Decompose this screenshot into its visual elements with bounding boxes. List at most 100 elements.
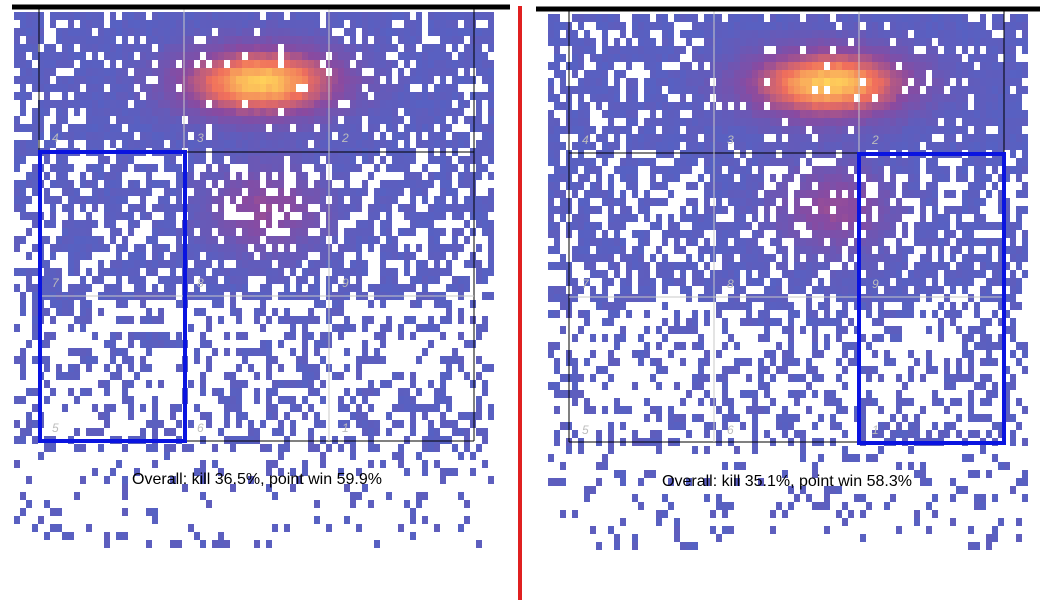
density-cell	[920, 222, 926, 230]
density-cell	[152, 180, 158, 188]
density-cell	[230, 52, 236, 60]
density-cell	[572, 126, 578, 134]
density-cell	[818, 46, 824, 54]
density-cell	[896, 102, 902, 110]
density-cell	[1016, 62, 1022, 70]
density-cell	[890, 230, 896, 238]
density-cell	[212, 60, 218, 68]
density-cell	[866, 102, 872, 110]
density-cell	[314, 340, 320, 348]
density-cell	[950, 22, 956, 30]
density-cell	[800, 174, 806, 182]
density-cell	[488, 220, 494, 228]
density-cell	[368, 108, 374, 116]
density-cell	[812, 166, 818, 174]
density-cell	[584, 190, 590, 198]
density-cell	[950, 110, 956, 118]
density-cell	[698, 102, 704, 110]
density-cell	[362, 156, 368, 164]
density-cell	[662, 270, 668, 278]
density-cell	[38, 516, 44, 524]
density-cell	[458, 332, 464, 340]
density-cell	[80, 388, 86, 396]
density-cell	[356, 92, 362, 100]
density-cell	[1022, 142, 1028, 150]
density-cell	[56, 364, 62, 372]
density-cell	[824, 70, 830, 78]
density-cell	[890, 86, 896, 94]
density-cell	[218, 12, 224, 20]
density-cell	[356, 76, 362, 84]
density-cell	[308, 132, 314, 140]
density-cell	[584, 110, 590, 118]
density-cell	[68, 164, 74, 172]
density-cell	[98, 308, 104, 316]
density-cell	[308, 332, 314, 340]
density-cell	[956, 22, 962, 30]
density-cell	[296, 316, 302, 324]
density-cell	[572, 166, 578, 174]
density-cell	[998, 238, 1004, 246]
density-cell	[758, 70, 764, 78]
density-cell	[908, 38, 914, 46]
density-cell	[872, 238, 878, 246]
density-cell	[794, 214, 800, 222]
density-cell	[350, 68, 356, 76]
density-cell	[410, 212, 416, 220]
density-cell	[362, 348, 368, 356]
density-cell	[764, 270, 770, 278]
density-cell	[158, 276, 164, 284]
density-cell	[896, 126, 902, 134]
density-cell	[332, 164, 338, 172]
density-cell	[356, 356, 362, 364]
density-cell	[662, 262, 668, 270]
density-cell	[176, 540, 182, 548]
density-cell	[578, 182, 584, 190]
density-cell	[458, 172, 464, 180]
density-cell	[236, 316, 242, 324]
density-cell	[74, 188, 80, 196]
density-cell	[74, 444, 80, 452]
density-cell	[686, 166, 692, 174]
density-cell	[446, 100, 452, 108]
density-cell	[368, 60, 374, 68]
density-cell	[710, 142, 716, 150]
density-cell	[878, 270, 884, 278]
density-cell	[866, 270, 872, 278]
density-cell	[26, 36, 32, 44]
density-cell	[260, 196, 266, 204]
density-cell	[752, 86, 758, 94]
density-cell	[56, 132, 62, 140]
density-cell	[560, 206, 566, 214]
density-cell	[356, 100, 362, 108]
density-cell	[800, 270, 806, 278]
density-cell	[290, 220, 296, 228]
density-cell	[278, 428, 284, 436]
density-cell	[110, 36, 116, 44]
density-cell	[998, 254, 1004, 262]
density-cell	[62, 220, 68, 228]
density-cell	[932, 46, 938, 54]
density-cell	[134, 116, 140, 124]
density-cell	[56, 276, 62, 284]
density-cell	[992, 22, 998, 30]
density-cell	[224, 172, 230, 180]
density-cell	[572, 246, 578, 254]
density-cell	[308, 444, 314, 452]
density-cell	[218, 108, 224, 116]
density-cell	[812, 22, 818, 30]
density-cell	[110, 140, 116, 148]
density-cell	[692, 126, 698, 134]
density-cell	[650, 134, 656, 142]
density-cell	[32, 284, 38, 292]
density-cell	[692, 182, 698, 190]
density-cell	[14, 164, 20, 172]
density-cell	[584, 14, 590, 22]
density-cell	[86, 180, 92, 188]
density-cell	[758, 38, 764, 46]
density-cell	[314, 212, 320, 220]
density-cell	[224, 100, 230, 108]
density-cell	[710, 62, 716, 70]
density-cell	[320, 236, 326, 244]
density-cell	[710, 126, 716, 134]
